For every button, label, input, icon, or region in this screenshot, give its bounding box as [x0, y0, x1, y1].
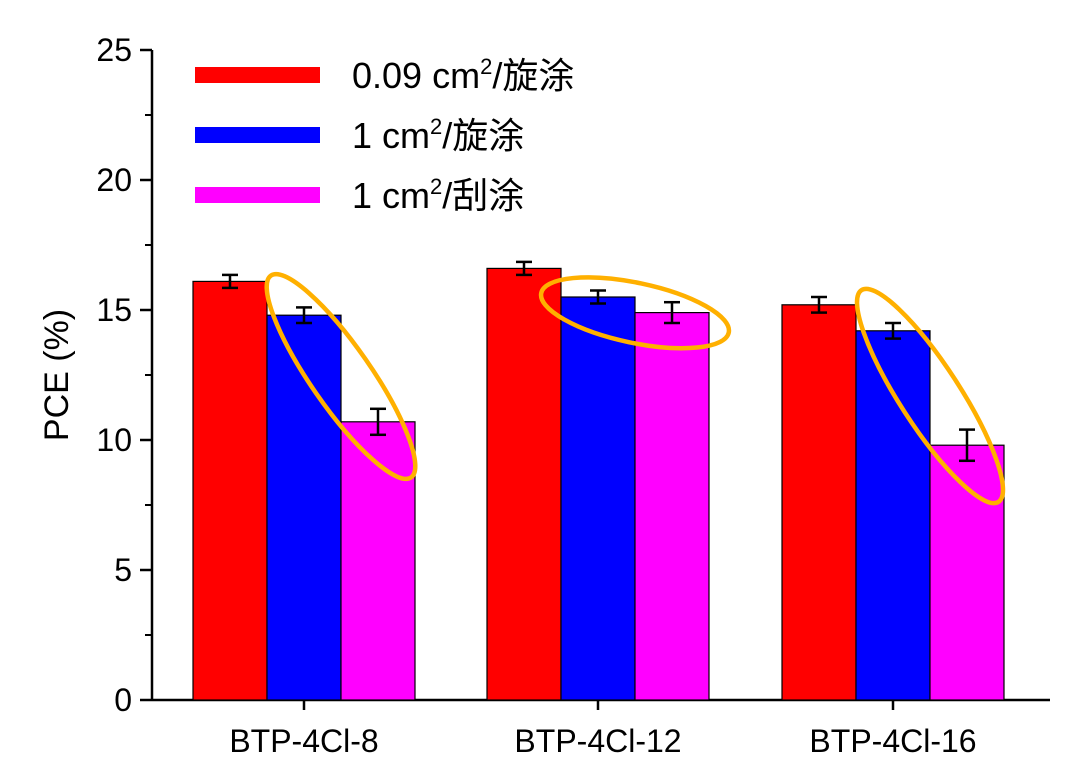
bar-3-btp-4cl-12: [634, 312, 710, 701]
legend-swatch: [195, 67, 320, 83]
highlight-ellipse: [538, 275, 732, 351]
highlight-ellipse: [264, 271, 418, 482]
y-tick-label: 15: [96, 292, 132, 328]
legend-swatch: [195, 127, 320, 143]
y-tick-label: 10: [96, 422, 132, 458]
bar-2-btp-4cl-16: [855, 330, 931, 701]
highlight-ellipse: [854, 286, 1006, 506]
error-bars: [222, 260, 975, 463]
bar-1-btp-4cl-12: [486, 267, 562, 701]
category-labels: BTP-4Cl-8 BTP-4Cl-12 BTP-4Cl-16: [229, 700, 977, 759]
bar-1-btp-4cl-8: [192, 280, 268, 701]
bar-2-btp-4cl-12: [560, 296, 636, 701]
category-label: BTP-4Cl-8: [229, 723, 378, 759]
legend-label: 0.09 cm2/旋涂: [352, 54, 574, 96]
legend-label: 1 cm2/旋涂: [352, 114, 524, 156]
bar-3-btp-4cl-8: [340, 421, 416, 701]
legend-label: 1 cm2/刮涂: [352, 174, 524, 216]
y-ticks: 0 5 10 15 20 25: [96, 32, 152, 718]
y-axis-label: PCE (%): [38, 309, 76, 441]
category-label: BTP-4Cl-12: [514, 723, 681, 759]
y-tick-label: 5: [114, 552, 132, 588]
highlight-ellipses: [264, 271, 1006, 506]
y-tick-label: 25: [96, 32, 132, 68]
legend: 0.09 cm2/旋涂 1 cm2/旋涂 1 cm2/刮涂: [195, 54, 574, 216]
y-tick-label: 0: [114, 682, 132, 718]
bar-1-btp-4cl-16: [781, 304, 857, 701]
y-tick-label: 20: [96, 162, 132, 198]
legend-swatch: [195, 187, 320, 203]
bar-3-btp-4cl-16: [929, 444, 1005, 701]
bars: [192, 267, 1005, 701]
category-label: BTP-4Cl-16: [809, 723, 976, 759]
